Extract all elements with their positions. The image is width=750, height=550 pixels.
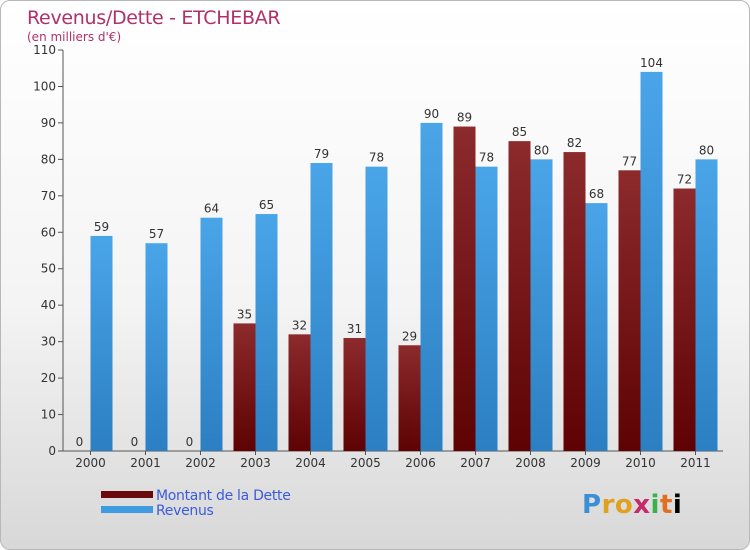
y-tick-label: 90: [41, 116, 56, 130]
bar-revenus: [420, 122, 443, 451]
data-label: 31: [347, 322, 362, 336]
legend-swatch-revenus: [101, 506, 153, 513]
x-tick-label: 2005: [350, 456, 381, 470]
bar-revenus: [310, 163, 333, 451]
bar-dette: [453, 126, 476, 452]
bar-dette: [618, 170, 641, 452]
data-label: 59: [94, 220, 109, 234]
data-label: 35: [237, 307, 252, 321]
x-tick-label: 2004: [295, 456, 326, 470]
bar-dette: [288, 334, 311, 451]
bar-revenus: [695, 159, 718, 451]
y-tick-label: 0: [48, 444, 56, 458]
bar-dette: [673, 188, 696, 451]
data-label: 32: [292, 318, 307, 332]
x-tick-label: 2006: [405, 456, 436, 470]
y-tick-label: 40: [41, 298, 56, 312]
bar-dette: [508, 141, 531, 452]
chart-title: Revenus/Dette - ETCHEBAR: [27, 7, 281, 29]
bar-revenus: [640, 71, 663, 451]
y-tick-label: 30: [41, 335, 56, 349]
y-tick-label: 80: [41, 152, 56, 166]
x-tick-label: 2008: [515, 456, 546, 470]
x-tick-label: 2011: [680, 456, 711, 470]
legend-label-revenus: Revenus: [156, 503, 214, 519]
chart-subtitle: (en milliers d'€): [27, 30, 122, 44]
data-label: 0: [131, 435, 139, 449]
bar-dette: [563, 152, 586, 451]
y-tick-label: 100: [33, 79, 56, 93]
data-label: 104: [640, 56, 663, 70]
x-tick-label: 2010: [625, 456, 656, 470]
bar-revenus: [90, 235, 113, 451]
data-label: 29: [402, 329, 417, 343]
bar-revenus: [200, 217, 223, 451]
data-label: 68: [589, 187, 604, 201]
y-tick-label: 50: [41, 262, 56, 276]
proxiti-logo: Proxiti: [582, 490, 683, 520]
data-label: 77: [622, 154, 637, 168]
legend-swatch-dette: [101, 491, 153, 498]
bars-group: [90, 71, 718, 452]
bar-revenus: [255, 214, 278, 451]
y-tick-label: 60: [41, 225, 56, 239]
data-labels-group: 0 59 0 57 0 64 35 65 32 79 31 78 29 90 89 78 85 80 82 68 77 1…: [76, 56, 714, 449]
data-label: 82: [567, 136, 582, 150]
y-tick-label: 110: [33, 43, 56, 57]
x-tick-label: 2007: [460, 456, 491, 470]
bar-revenus: [145, 243, 168, 451]
data-label: 64: [204, 202, 219, 216]
data-label: 57: [149, 227, 164, 241]
legend-label-dette: Montant de la Dette: [156, 488, 291, 504]
data-label: 80: [699, 143, 714, 157]
bar-revenus: [530, 159, 553, 451]
y-tick-label: 70: [41, 189, 56, 203]
data-label: 78: [479, 151, 494, 165]
bar-dette: [343, 337, 366, 451]
data-label: 89: [457, 111, 472, 125]
data-label: 79: [314, 147, 329, 161]
x-tick-label: 2000: [75, 456, 106, 470]
x-tick-label: 2003: [240, 456, 271, 470]
y-tick-label: 10: [41, 408, 56, 422]
data-label: 90: [424, 107, 439, 121]
bar-revenus: [365, 166, 388, 451]
bar-revenus: [475, 166, 498, 451]
x-tick-label: 2001: [130, 456, 161, 470]
data-label: 0: [76, 435, 84, 449]
bar-dette: [233, 323, 256, 451]
axes: 0 10 20 30 40 50 60 70 80 90 100 110 2000 2001 2002 200…: [33, 43, 723, 470]
data-label: 72: [677, 173, 692, 187]
data-label: 0: [186, 435, 194, 449]
bar-dette: [398, 345, 421, 451]
x-tick-label: 2002: [185, 456, 216, 470]
data-label: 65: [259, 198, 274, 212]
data-label: 78: [369, 151, 384, 165]
data-label: 85: [512, 125, 527, 139]
y-tick-label: 20: [41, 371, 56, 385]
x-tick-label: 2009: [570, 456, 601, 470]
data-label: 80: [534, 143, 549, 157]
bar-revenus: [585, 203, 608, 451]
